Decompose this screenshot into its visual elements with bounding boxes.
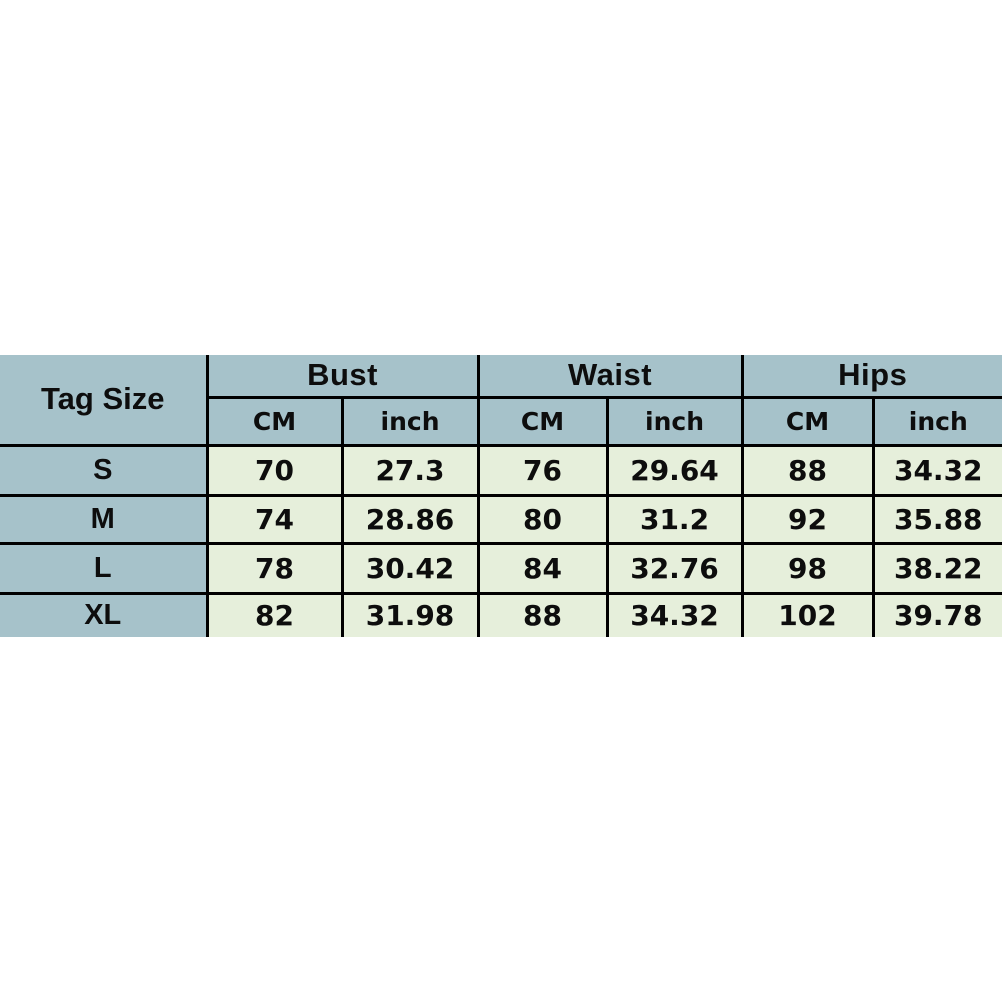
unit-header-waist-inch: inch: [605, 395, 744, 447]
row-label-m: M: [0, 493, 209, 545]
cell-s-waist-cm: 76: [476, 443, 609, 497]
cell-xl-hips-cm: 102: [740, 591, 875, 637]
cell-xl-waist-cm: 88: [476, 591, 609, 637]
cell-s-bust-inch: 27.3: [340, 443, 480, 497]
cell-s-bust-cm: 70: [205, 443, 344, 497]
row-label-xl: XL: [0, 591, 209, 637]
cell-l-waist-inch: 32.76: [605, 541, 744, 595]
unit-header-hips-inch: inch: [871, 395, 1002, 447]
row-label-s: S: [0, 443, 209, 497]
cell-m-hips-cm: 92: [740, 493, 875, 545]
cell-xl-hips-inch: 39.78: [871, 591, 1002, 637]
unit-header-hips-cm: CM: [740, 395, 875, 447]
unit-header-waist-cm: CM: [476, 395, 609, 447]
cell-l-bust-cm: 78: [205, 541, 344, 595]
table-row-size-s: S 70 27.3 76 29.64 88 34.32: [0, 443, 1002, 497]
cell-m-bust-cm: 74: [205, 493, 344, 545]
unit-header-row: CM inch CM inch CM inch: [0, 395, 1002, 447]
cell-l-bust-inch: 30.42: [340, 541, 480, 595]
corner-header-tag-size: Tag Size: [0, 355, 209, 447]
unit-header-bust-inch: inch: [340, 395, 480, 447]
row-label-l: L: [0, 541, 209, 595]
table-row-size-xl: XL 82 31.98 88 34.32 102 39.78: [0, 591, 1002, 637]
cell-xl-bust-inch: 31.98: [340, 591, 480, 637]
cell-xl-bust-cm: 82: [205, 591, 344, 637]
cell-m-hips-inch: 35.88: [871, 493, 1002, 545]
cell-m-waist-inch: 31.2: [605, 493, 744, 545]
group-header-waist: Waist: [476, 355, 744, 399]
cell-s-hips-cm: 88: [740, 443, 875, 497]
cell-s-waist-inch: 29.64: [605, 443, 744, 497]
cell-s-hips-inch: 34.32: [871, 443, 1002, 497]
cell-l-waist-cm: 84: [476, 541, 609, 595]
cell-xl-waist-inch: 34.32: [605, 591, 744, 637]
cell-l-hips-inch: 38.22: [871, 541, 1002, 595]
group-header-row: Tag Size Bust Waist Hips: [0, 355, 1002, 447]
size-chart-table: Tag Size Bust Waist Hips CM inch CM inch…: [0, 355, 1002, 637]
table-row-size-l: L 78 30.42 84 32.76 98 38.22: [0, 541, 1002, 595]
unit-header-bust-cm: CM: [205, 395, 344, 447]
table-row-size-m: M 74 28.86 80 31.2 92 35.88: [0, 493, 1002, 545]
group-header-hips: Hips: [740, 355, 1002, 399]
cell-l-hips-cm: 98: [740, 541, 875, 595]
group-header-bust: Bust: [205, 355, 480, 399]
cell-m-bust-inch: 28.86: [340, 493, 480, 545]
cell-m-waist-cm: 80: [476, 493, 609, 545]
